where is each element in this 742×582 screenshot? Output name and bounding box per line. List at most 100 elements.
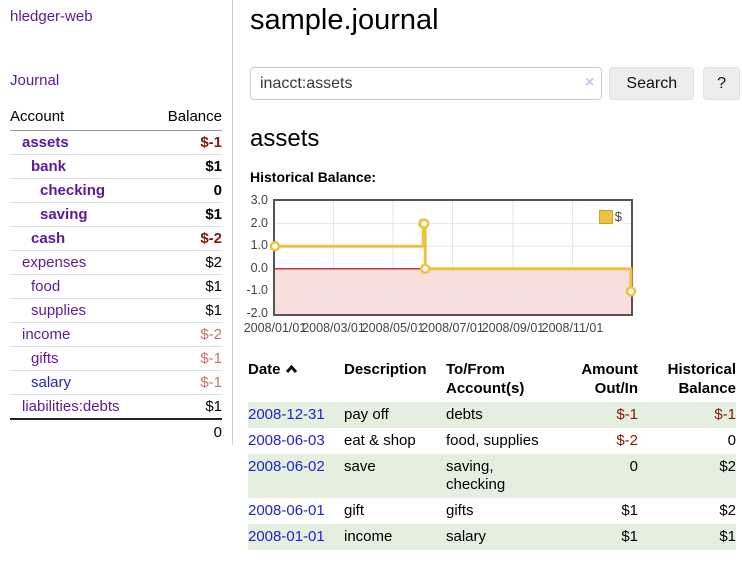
- legend-swatch: [598, 209, 613, 224]
- y-axis-tick-label: -2.0: [246, 306, 268, 320]
- account-column-header: Account: [10, 104, 152, 131]
- account-balance: $2: [151, 250, 222, 275]
- transaction-date-link[interactable]: 2008-06-01: [248, 502, 325, 519]
- account-row: bank $1: [10, 154, 222, 179]
- transaction-amount: 0: [554, 454, 638, 498]
- account-link[interactable]: assets: [22, 134, 69, 151]
- y-axis-tick-label: 0.0: [250, 260, 268, 275]
- account-balance: $-2: [151, 322, 222, 347]
- account-row: saving $1: [10, 202, 222, 227]
- accounts-table: Account Balance assets $-1 bank $1 check…: [10, 104, 222, 445]
- search-form: × Search ?: [250, 67, 740, 100]
- accounts-total-value: 0: [151, 418, 222, 445]
- account-row: checking 0: [10, 178, 222, 203]
- amount-column-header: Amount Out/In: [581, 361, 638, 397]
- account-balance: $1: [151, 394, 222, 420]
- transaction-amount: $1: [554, 524, 638, 550]
- transaction-date-link[interactable]: 2008-12-31: [248, 406, 325, 423]
- transaction-description: eat & shop: [344, 432, 416, 449]
- transaction-row: 2008-06-01 gift gifts $1 $2: [248, 498, 736, 524]
- account-balance: $-2: [151, 226, 222, 251]
- transaction-amount: $1: [621, 502, 638, 519]
- transaction-date-link[interactable]: 2008-06-02: [248, 458, 325, 475]
- journal-link[interactable]: Journal: [10, 72, 60, 89]
- account-link[interactable]: bank: [31, 158, 67, 175]
- account-balance: $1: [151, 202, 222, 227]
- x-axis-tick-label: 2008/09/01: [481, 321, 545, 335]
- account-row: income $-2: [10, 322, 222, 347]
- balance-column-header: Balance: [151, 104, 222, 131]
- page-title: sample.journal: [250, 4, 439, 36]
- clear-search-icon[interactable]: ×: [585, 74, 595, 91]
- transaction-row: 2008-06-03 eat & shop food, supplies $-2…: [248, 428, 736, 454]
- chart-legend: $: [597, 209, 623, 224]
- account-row: supplies $1: [10, 298, 222, 323]
- account-balance: $1: [151, 298, 222, 323]
- legend-label: $: [614, 209, 622, 224]
- account-link[interactable]: saving: [40, 206, 88, 223]
- accounts-total-row: 0: [10, 418, 222, 445]
- transaction-description: save: [344, 454, 446, 498]
- y-axis-tick-label: 2.0: [250, 215, 268, 230]
- account-link[interactable]: salary: [31, 374, 72, 391]
- account-link[interactable]: food: [31, 278, 61, 295]
- transaction-accounts: salary: [446, 524, 554, 550]
- accounts-header-row: Account Balance: [10, 104, 222, 131]
- account-link[interactable]: income: [22, 326, 71, 343]
- account-row: liabilities:debts $1: [10, 394, 222, 420]
- account-balance: $-1: [151, 130, 222, 155]
- account-balance: $-1: [151, 370, 222, 395]
- transaction-balance: $-1: [638, 402, 736, 428]
- account-link[interactable]: cash: [31, 230, 66, 247]
- x-axis-tick-label: 2008/05/01: [361, 321, 425, 335]
- y-axis-tick-label: 1.0: [250, 238, 268, 253]
- register-header-row: Date Description To/From Account(s) Amou…: [248, 358, 736, 402]
- transaction-date-link[interactable]: 2008-06-03: [248, 432, 325, 449]
- account-balance: $-1: [151, 346, 222, 371]
- account-link[interactable]: expenses: [22, 254, 87, 271]
- transaction-accounts: food, supplies: [446, 432, 539, 449]
- y-axis-tick-label: -1.0: [246, 283, 268, 298]
- transaction-row: 2008-01-01 income salary $1 $1: [248, 524, 736, 550]
- transaction-accounts: gifts: [446, 502, 474, 519]
- main-content: sample.journal × Search ? assets Histori…: [244, 0, 740, 550]
- account-heading: assets: [250, 125, 320, 152]
- transaction-balance: 0: [727, 432, 736, 449]
- account-row: assets $-1: [10, 130, 222, 155]
- account-link[interactable]: gifts: [31, 350, 59, 367]
- account-link[interactable]: liabilities:debts: [22, 398, 120, 415]
- x-axis-tick-label: 2008/01/01: [243, 321, 307, 335]
- x-axis-tick-label: 2008/07/01: [421, 321, 484, 335]
- transaction-accounts: debts: [446, 402, 554, 428]
- x-axis-tick-label: 2008/11/01: [541, 321, 604, 335]
- help-button[interactable]: ?: [703, 67, 740, 100]
- transaction-amount: $-2: [616, 432, 638, 449]
- x-axis-tick-label: 2008/03/01: [302, 321, 365, 335]
- search-button[interactable]: Search: [609, 67, 695, 100]
- transaction-balance: $1: [638, 524, 736, 550]
- transaction-balance: $2: [719, 502, 736, 519]
- account-row: food $1: [10, 274, 222, 299]
- transaction-amount: $-1: [554, 402, 638, 428]
- search-input[interactable]: [250, 67, 603, 100]
- account-row: salary $-1: [10, 370, 222, 395]
- account-link[interactable]: checking: [40, 182, 106, 199]
- transaction-accounts: saving, checking: [446, 454, 554, 498]
- transaction-description: pay off: [344, 402, 446, 428]
- transaction-date-link[interactable]: 2008-01-01: [248, 528, 325, 545]
- account-link[interactable]: supplies: [31, 302, 87, 319]
- date-column-header[interactable]: Date: [248, 358, 344, 402]
- sidebar: hledger-web Journal Account Balance asse…: [0, 0, 233, 445]
- transaction-description: gift: [344, 502, 365, 519]
- historical-balance-chart: 3.0 2.0 1.0 0.0 -1.0 -2.0 $ 2008/01/01 2008/03…: [240, 193, 720, 339]
- accounts-column-header: To/From Account(s): [446, 361, 525, 397]
- balance-column-header-2: Historical Balance: [667, 361, 736, 397]
- account-balance: $1: [151, 154, 222, 179]
- account-row: gifts $-1: [10, 346, 222, 371]
- app-title-link[interactable]: hledger-web: [10, 8, 93, 25]
- description-column-header: Description: [344, 361, 427, 378]
- account-balance: $1: [151, 274, 222, 299]
- transaction-row: 2008-12-31 pay off debts $-1 $-1: [248, 402, 736, 428]
- transaction-balance: $2: [638, 454, 736, 498]
- sort-ascending-icon: [285, 360, 298, 379]
